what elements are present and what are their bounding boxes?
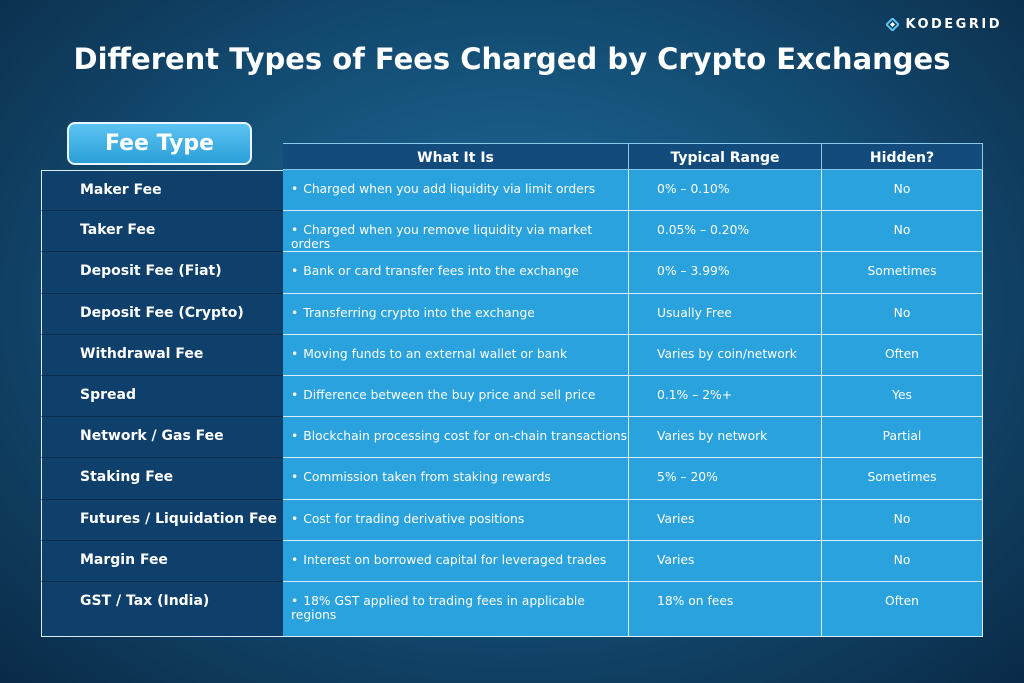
hidden: No [822,499,983,541]
header-tab: Fee Type [67,122,252,165]
typical-range: 0.1% – 2%+ [629,375,822,418]
hidden: No [822,540,983,582]
typical-range: Varies by coin/network [629,334,822,376]
typical-range: Varies by network [629,417,822,459]
logo-icon [886,18,900,31]
hidden: Partial [822,417,983,459]
hidden: Often [822,581,983,637]
description: Interest on borrowed capital for leverag… [283,540,629,582]
typical-range: 0% – 0.10% [629,170,822,212]
logo-text: KODEGRID [905,17,1002,32]
description: Difference between the buy price and sel… [283,375,629,418]
fee-type: Taker Fee [41,211,283,253]
description: Charged when you add liquidity via limit… [283,170,629,212]
description: Blockchain processing cost for on-chain … [283,417,629,459]
hidden: Sometimes [822,252,983,294]
hidden: No [822,211,983,253]
hidden: Yes [822,375,983,418]
typical-range: Varies [629,499,822,541]
title: Different Types of Fees Charged by Crypt… [73,42,951,76]
fee-type: Deposit Fee (Fiat) [41,252,283,294]
fee-type: Futures / Liquidation Fee [41,499,283,541]
hidden: Often [822,334,983,376]
fee-type: Staking Fee [41,458,283,500]
description: Transferring crypto into the exchange [283,293,629,335]
description: Commission taken from staking rewards [283,458,629,500]
fee-type: Network / Gas Fee [41,417,283,459]
description: Bank or card transfer fees into the exch… [283,252,629,294]
typical-range: Usually Free [629,293,822,335]
column-header: What It Is [283,143,629,170]
typical-range: 0% – 3.99% [629,252,822,294]
hidden: No [822,170,983,212]
typical-range: 0.05% – 0.20% [629,211,822,253]
hidden: No [822,293,983,335]
typical-range: Varies [629,540,822,582]
typical-range: 18% on fees [629,581,822,637]
fee-type: Deposit Fee (Crypto) [41,293,283,335]
fee-type: Margin Fee [41,540,283,582]
fee-type: Spread [41,375,283,418]
fee-type: GST / Tax (India) [41,581,283,637]
description: Moving funds to an external wallet or ba… [283,334,629,376]
fee-type: Maker Fee [41,170,283,212]
hidden: Sometimes [822,458,983,500]
fee-type: Withdrawal Fee [41,334,283,376]
description: Cost for trading derivative positions [283,499,629,541]
logo: KODEGRID [886,17,1002,32]
column-header: Typical Range [629,143,822,170]
column-header: Hidden? [822,143,983,170]
description: 18% GST applied to trading fees in appli… [283,581,629,637]
description: Charged when you remove liquidity via ma… [283,211,629,253]
typical-range: 5% – 20% [629,458,822,500]
